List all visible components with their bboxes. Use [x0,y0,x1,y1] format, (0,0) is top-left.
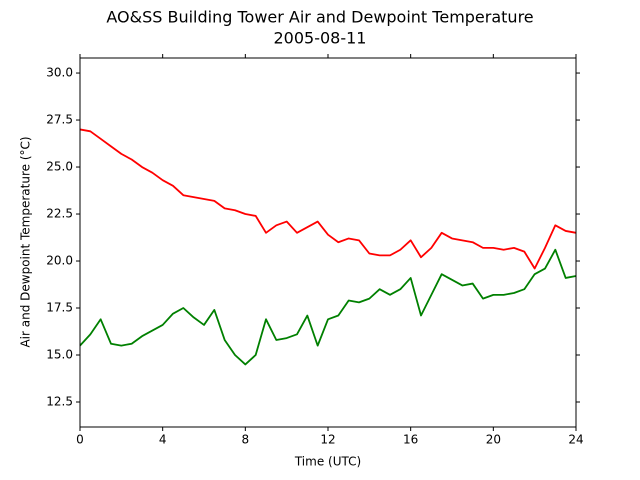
y-tick-label: 20.0 [46,254,73,268]
y-tick-label: 17.5 [46,301,73,315]
y-tick-label: 30.0 [46,66,73,80]
y-tick-label: 22.5 [46,207,73,221]
y-tick-label: 25.0 [46,160,73,174]
x-tick-label: 12 [320,433,335,447]
plot-frame [79,57,577,428]
chart-subtitle: 2005-08-11 [274,29,367,48]
x-tick-label: 20 [486,433,501,447]
y-tick-label: 15.0 [46,348,73,362]
y-tick-label: 12.5 [46,394,73,408]
x-tick-label: 16 [403,433,418,447]
series-line [79,128,577,270]
x-tick-label: 4 [159,433,167,447]
x-axis-label: Time (UTC) [294,455,361,469]
y-axis-label: Air and Dewpoint Temperature (°C) [19,136,33,347]
x-tick-label: 24 [568,433,583,447]
x-tick-label: 8 [242,433,250,447]
chart-title: AO&SS Building Tower Air and Dewpoint Te… [106,8,533,27]
x-tick-label: 0 [76,433,84,447]
y-tick-label: 27.5 [46,113,73,127]
series-line [79,248,577,366]
